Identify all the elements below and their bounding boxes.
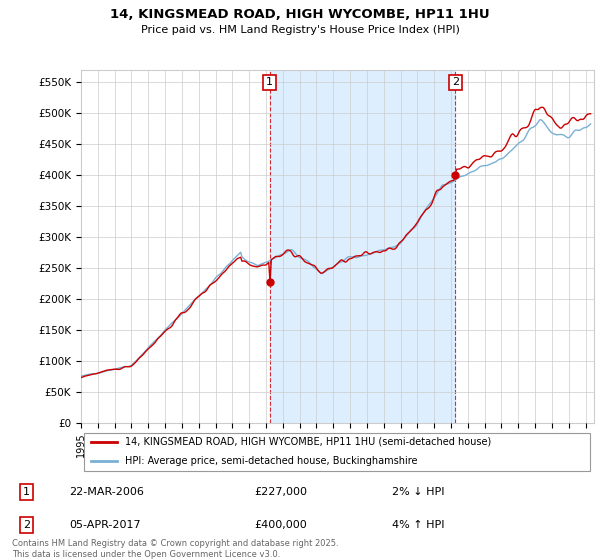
Text: 14, KINGSMEAD ROAD, HIGH WYCOMBE, HP11 1HU: 14, KINGSMEAD ROAD, HIGH WYCOMBE, HP11 1… <box>110 8 490 21</box>
Bar <box>270 70 455 423</box>
Text: 2% ↓ HPI: 2% ↓ HPI <box>392 487 445 497</box>
Text: Price paid vs. HM Land Registry's House Price Index (HPI): Price paid vs. HM Land Registry's House … <box>140 25 460 35</box>
Text: £227,000: £227,000 <box>254 487 307 497</box>
Text: 05-APR-2017: 05-APR-2017 <box>70 520 141 530</box>
Text: 1: 1 <box>23 487 30 497</box>
Text: 22-MAR-2006: 22-MAR-2006 <box>70 487 145 497</box>
Text: Contains HM Land Registry data © Crown copyright and database right 2025.
This d: Contains HM Land Registry data © Crown c… <box>12 539 338 559</box>
Text: 14, KINGSMEAD ROAD, HIGH WYCOMBE, HP11 1HU (semi-detached house): 14, KINGSMEAD ROAD, HIGH WYCOMBE, HP11 1… <box>125 437 491 447</box>
Text: 2: 2 <box>452 77 459 87</box>
Text: 1: 1 <box>266 77 273 87</box>
Text: 2: 2 <box>23 520 30 530</box>
Text: HPI: Average price, semi-detached house, Buckinghamshire: HPI: Average price, semi-detached house,… <box>125 456 417 466</box>
FancyBboxPatch shape <box>83 433 590 471</box>
Text: 4% ↑ HPI: 4% ↑ HPI <box>392 520 445 530</box>
Text: £400,000: £400,000 <box>254 520 307 530</box>
